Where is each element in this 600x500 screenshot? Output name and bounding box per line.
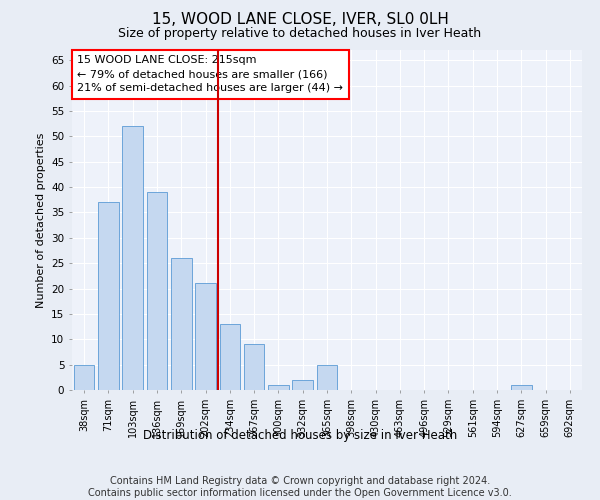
Bar — [511, 385, 532, 390]
Bar — [98, 202, 119, 390]
Bar — [268, 385, 289, 390]
Text: Distribution of detached houses by size in Iver Heath: Distribution of detached houses by size … — [143, 428, 457, 442]
Bar — [195, 284, 216, 390]
Bar — [220, 324, 240, 390]
Y-axis label: Number of detached properties: Number of detached properties — [35, 132, 46, 308]
Bar — [244, 344, 265, 390]
Bar — [74, 364, 94, 390]
Text: Contains HM Land Registry data © Crown copyright and database right 2024.
Contai: Contains HM Land Registry data © Crown c… — [88, 476, 512, 498]
Bar — [292, 380, 313, 390]
Text: 15 WOOD LANE CLOSE: 215sqm
← 79% of detached houses are smaller (166)
21% of sem: 15 WOOD LANE CLOSE: 215sqm ← 79% of deta… — [77, 55, 343, 93]
Bar — [317, 364, 337, 390]
Bar — [146, 192, 167, 390]
Bar — [171, 258, 191, 390]
Text: 15, WOOD LANE CLOSE, IVER, SL0 0LH: 15, WOOD LANE CLOSE, IVER, SL0 0LH — [152, 12, 448, 28]
Text: Size of property relative to detached houses in Iver Heath: Size of property relative to detached ho… — [118, 28, 482, 40]
Bar — [122, 126, 143, 390]
